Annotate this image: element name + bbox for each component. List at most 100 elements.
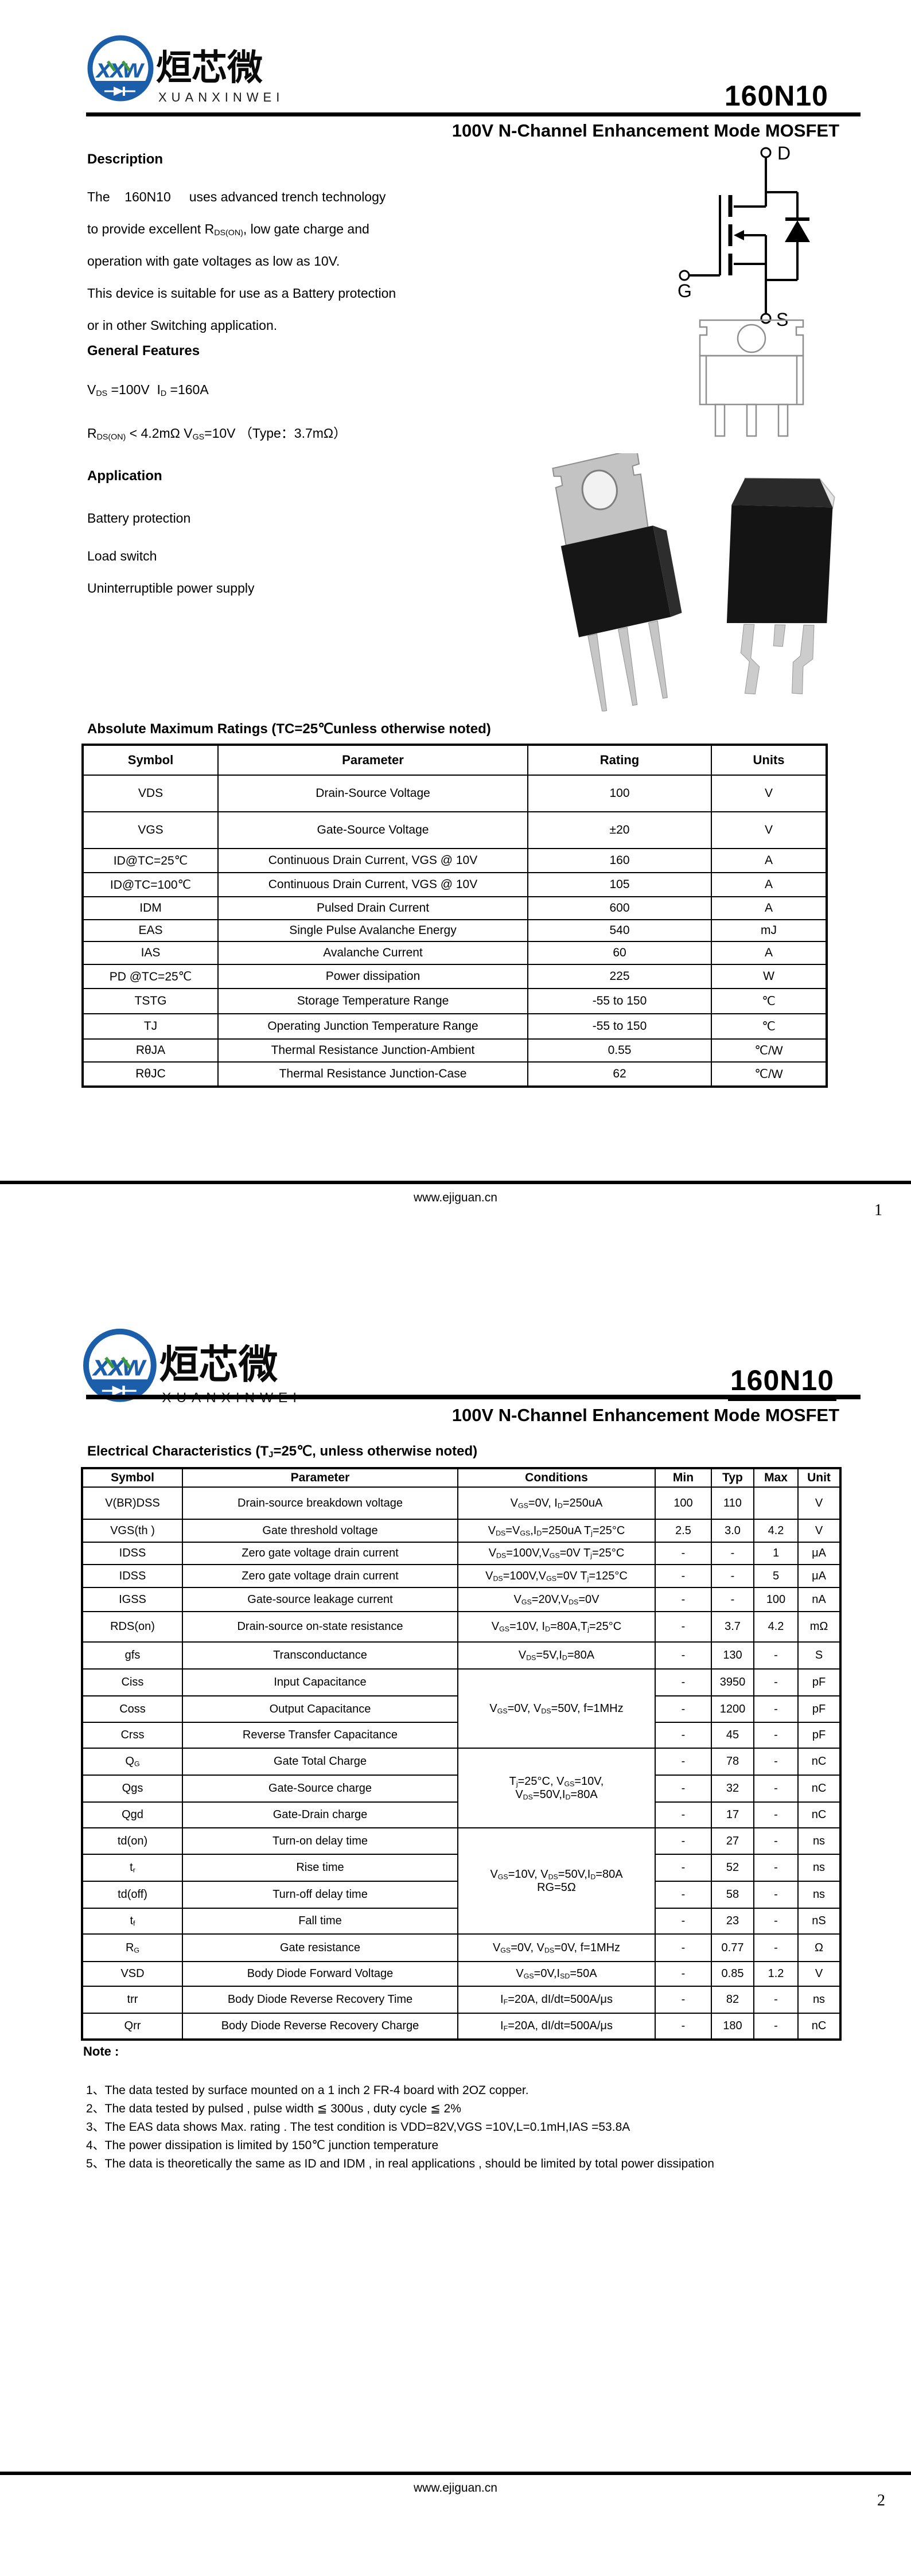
to220-package-photo	[545, 448, 683, 712]
note-item: 4、The power dissipation is limited by 15…	[86, 2139, 439, 2152]
ec-conditions: VGS=10V, VDS=50V,ID=80A RG=5Ω	[457, 1827, 656, 1935]
ec-unit: pF	[797, 1695, 840, 1723]
ec-parameter: Output Capacitance	[182, 1695, 458, 1723]
ec-parameter: Transconductance	[182, 1641, 458, 1670]
ec-typ: 3.7	[711, 1611, 754, 1643]
application-line: Uninterruptible power supply	[87, 581, 255, 596]
footer-site: www.ejiguan.cn	[414, 2481, 497, 2495]
ec-typ: -	[711, 1587, 754, 1612]
amr-header-cell: Rating	[527, 745, 712, 776]
amr-rating: 62	[527, 1061, 712, 1087]
amr-units: A	[711, 896, 827, 920]
brand-en: XUANXINWEI	[158, 90, 284, 104]
amr-parameter: Storage Temperature Range	[217, 988, 528, 1014]
ec-row: trr Body Diode Reverse Recovery Time IF=…	[82, 1986, 840, 2014]
terminal-d-label: D	[777, 143, 791, 164]
ec-parameter: Body Diode Forward Voltage	[182, 1961, 458, 1987]
amr-parameter: Avalanche Current	[217, 941, 528, 965]
page-1: x x w 烜芯微 XUANXINWEI 160N10 100V N-Chann…	[0, 35, 911, 1219]
page-number: 1	[874, 1201, 882, 1219]
ec-parameter: Fall time	[182, 1908, 458, 1935]
ec-unit: pF	[797, 1722, 840, 1749]
ec-unit: V	[797, 1487, 840, 1520]
ec-min: -	[655, 1641, 712, 1670]
ec-row: td(off) Turn-off delay time - 58 - ns	[82, 1881, 840, 1909]
ec-symbol: RDS(on)	[82, 1611, 183, 1643]
ec-min: -	[655, 1695, 712, 1723]
ec-table: Symbol Parameter Conditions Min Typ Max …	[81, 1467, 842, 2041]
amr-rating: -55 to 150	[527, 988, 712, 1014]
ec-max: 1.2	[753, 1961, 799, 1987]
amr-parameter: Power dissipation	[217, 964, 528, 989]
ec-max: -	[753, 1881, 799, 1909]
amr-row: RθJA Thermal Resistance Junction-Ambient…	[83, 1038, 827, 1063]
description-line: operation with gate voltages as low as 1…	[87, 254, 340, 269]
terminal-g-label: G	[678, 281, 692, 301]
ec-parameter: Reverse Transfer Capacitance	[182, 1722, 458, 1749]
amr-row: PD @TC=25℃ Power dissipation 225 W	[83, 964, 827, 989]
amr-parameter: Continuous Drain Current, VGS @ 10V	[217, 848, 528, 873]
description-line: This device is suitable for use as a Bat…	[87, 286, 396, 301]
ec-max: -	[753, 1775, 799, 1803]
ec-unit: μA	[797, 1542, 840, 1565]
brand-cn: 烜芯微	[156, 46, 263, 88]
ec-row: gfs Transconductance VDS=5V,ID=80A - 130…	[82, 1641, 840, 1670]
ec-max: -	[753, 1854, 799, 1882]
amr-units: W	[711, 964, 827, 989]
ec-parameter: Gate Total Charge	[182, 1748, 458, 1776]
amr-parameter: Thermal Resistance Junction-Case	[217, 1061, 528, 1087]
ec-row: Qrr Body Diode Reverse Recovery Charge I…	[82, 2013, 840, 2040]
ec-typ: 23	[711, 1908, 754, 1935]
ec-conditions: VDS=5V,ID=80A	[457, 1641, 656, 1670]
ec-row: QG Gate Total Charge Tj=25°C, VGS=10V, VD…	[82, 1748, 840, 1828]
amr-symbol: TJ	[83, 1013, 219, 1040]
ec-typ: 17	[711, 1801, 754, 1828]
ec-conditions: VGS=0V, VDS=50V, f=1MHz	[457, 1668, 656, 1749]
ec-title: Electrical Characteristics (TJ=25℃, unle…	[87, 1443, 478, 1460]
mosfet-symbol-icon: D G S	[678, 143, 810, 330]
application-line: Battery protection	[87, 511, 191, 526]
ec-unit: μA	[797, 1564, 840, 1588]
ec-conditions: VGS=20V,VDS=0V	[457, 1587, 656, 1612]
ec-max: 100	[753, 1587, 799, 1612]
amr-header-cell: Parameter	[217, 745, 528, 776]
amr-title: Absolute Maximum Ratings (TC=25℃unless o…	[87, 721, 491, 737]
amr-rating: 160	[527, 848, 712, 873]
ec-parameter: Gate-source leakage current	[182, 1587, 458, 1612]
amr-symbol: RθJC	[83, 1061, 219, 1087]
page-2: x x w 烜芯微 XUANXINWEI 160N10 100V N-Chann…	[0, 1288, 911, 2576]
ec-min: -	[655, 1827, 712, 1855]
amr-symbol: VDS	[83, 775, 219, 812]
ec-conditions: VGS=0V, ID=250uA	[457, 1487, 656, 1520]
ec-conditions: VGS=10V, ID=80A,Tj=25°C	[457, 1611, 656, 1643]
amr-symbol: RθJA	[83, 1038, 219, 1063]
amr-units: mJ	[711, 919, 827, 942]
ec-row: Qgs Gate-Source charge - 32 - nC	[82, 1775, 840, 1803]
ec-parameter: Gate-Drain charge	[182, 1801, 458, 1828]
ec-typ: 45	[711, 1722, 754, 1749]
ec-typ: 78	[711, 1748, 754, 1776]
ec-min: -	[655, 1881, 712, 1909]
ec-parameter: Gate resistance	[182, 1933, 458, 1962]
ec-min: -	[655, 1564, 712, 1588]
ec-min: -	[655, 1722, 712, 1749]
ec-row: IDSS Zero gate voltage drain current VDS…	[82, 1542, 840, 1565]
ec-max: -	[753, 1722, 799, 1749]
ec-row: Crss Reverse Transfer Capacitance - 45 -…	[82, 1722, 840, 1749]
amr-units: V	[711, 775, 827, 812]
doc-subtitle: 100V N-Channel Enhancement Mode MOSFET	[451, 120, 839, 141]
amr-symbol: VGS	[83, 811, 219, 849]
amr-rating: 105	[527, 872, 712, 897]
ec-typ: 32	[711, 1775, 754, 1803]
note-item: 5、The data is theoretically the same as …	[86, 2157, 714, 2170]
ec-max: -	[753, 1986, 799, 2014]
amr-units: ℃	[711, 1013, 827, 1040]
ec-symbol: VGS(th )	[82, 1519, 183, 1543]
ec-max: -	[753, 1933, 799, 1962]
ec-unit: mΩ	[797, 1611, 840, 1643]
amr-row: IDM Pulsed Drain Current 600 A	[83, 896, 827, 920]
ec-conditions: VGS=0V, VDS=0V, f=1MHz	[457, 1933, 656, 1962]
footer-rule	[0, 2472, 911, 2475]
brand-cn: 烜芯微	[159, 1342, 278, 1388]
ec-typ: 1200	[711, 1695, 754, 1723]
